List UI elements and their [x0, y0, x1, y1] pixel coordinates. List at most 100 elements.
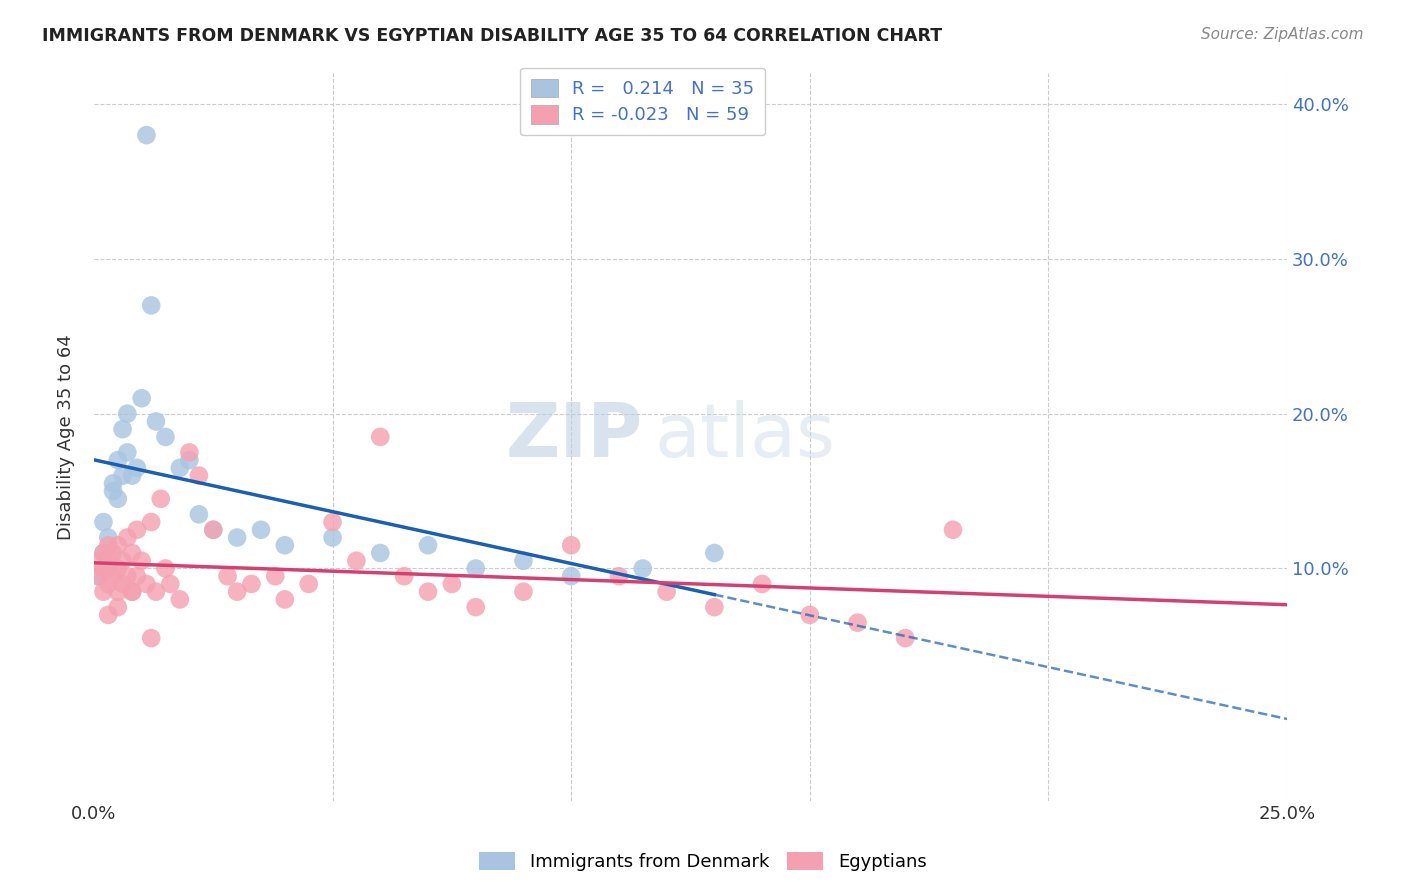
Point — [179, 445, 201, 459]
Point — [942, 523, 965, 537]
Point — [135, 128, 157, 142]
Point — [101, 546, 124, 560]
Point — [703, 546, 725, 560]
Point — [169, 461, 191, 475]
Point — [107, 584, 129, 599]
Point — [226, 584, 249, 599]
Point — [703, 600, 725, 615]
Point — [117, 445, 139, 459]
Point — [111, 577, 134, 591]
Point — [240, 577, 263, 591]
Point — [97, 531, 120, 545]
Point — [121, 584, 143, 599]
Point — [131, 391, 153, 405]
Point — [169, 592, 191, 607]
Point — [93, 515, 115, 529]
Point — [631, 561, 654, 575]
Text: Source: ZipAtlas.com: Source: ZipAtlas.com — [1201, 27, 1364, 42]
Point — [131, 554, 153, 568]
Point — [464, 600, 486, 615]
Point — [97, 607, 120, 622]
Point — [202, 523, 225, 537]
Point — [87, 554, 110, 568]
Point — [93, 546, 115, 560]
Y-axis label: Disability Age 35 to 64: Disability Age 35 to 64 — [58, 334, 75, 540]
Point — [512, 554, 534, 568]
Point — [298, 577, 321, 591]
Point — [97, 561, 120, 575]
Point — [125, 523, 148, 537]
Point — [187, 468, 209, 483]
Point — [655, 584, 678, 599]
Point — [322, 515, 344, 529]
Point — [894, 631, 917, 645]
Point — [121, 468, 143, 483]
Point — [97, 538, 120, 552]
Text: atlas: atlas — [655, 401, 835, 474]
Point — [107, 491, 129, 506]
Point — [416, 584, 439, 599]
Point — [440, 577, 463, 591]
Point — [202, 523, 225, 537]
Point — [217, 569, 239, 583]
Point — [117, 407, 139, 421]
Point — [416, 538, 439, 552]
Point — [135, 577, 157, 591]
Text: IMMIGRANTS FROM DENMARK VS EGYPTIAN DISABILITY AGE 35 TO 64 CORRELATION CHART: IMMIGRANTS FROM DENMARK VS EGYPTIAN DISA… — [42, 27, 942, 45]
Point — [87, 569, 110, 583]
Point — [111, 422, 134, 436]
Point — [607, 569, 630, 583]
Point — [264, 569, 287, 583]
Point — [846, 615, 869, 630]
Point — [107, 600, 129, 615]
Point — [93, 584, 115, 599]
Point — [87, 569, 110, 583]
Point — [97, 577, 120, 591]
Point — [93, 546, 115, 560]
Point — [141, 298, 163, 312]
Point — [125, 461, 148, 475]
Point — [107, 453, 129, 467]
Point — [368, 546, 391, 560]
Point — [121, 546, 143, 560]
Point — [141, 515, 163, 529]
Point — [101, 476, 124, 491]
Point — [560, 569, 582, 583]
Point — [512, 584, 534, 599]
Point — [179, 453, 201, 467]
Point — [145, 584, 167, 599]
Point — [799, 607, 821, 622]
Point — [107, 538, 129, 552]
Point — [560, 538, 582, 552]
Point — [464, 561, 486, 575]
Point — [155, 430, 177, 444]
Point — [93, 561, 115, 575]
Point — [145, 414, 167, 428]
Point — [111, 468, 134, 483]
Point — [226, 531, 249, 545]
Point — [101, 484, 124, 499]
Point — [274, 538, 297, 552]
Point — [368, 430, 391, 444]
Text: ZIP: ZIP — [506, 401, 643, 474]
Point — [274, 592, 297, 607]
Point — [322, 531, 344, 545]
Point — [141, 631, 163, 645]
Point — [187, 508, 209, 522]
Point — [101, 569, 124, 583]
Legend: Immigrants from Denmark, Egyptians: Immigrants from Denmark, Egyptians — [472, 845, 934, 879]
Point — [751, 577, 773, 591]
Point — [346, 554, 368, 568]
Point — [149, 491, 172, 506]
Point — [159, 577, 181, 591]
Point — [111, 554, 134, 568]
Point — [97, 554, 120, 568]
Point — [125, 569, 148, 583]
Legend: R =   0.214   N = 35, R = -0.023   N = 59: R = 0.214 N = 35, R = -0.023 N = 59 — [520, 68, 765, 136]
Point — [392, 569, 415, 583]
Point — [155, 561, 177, 575]
Point — [121, 584, 143, 599]
Point — [250, 523, 273, 537]
Point — [117, 531, 139, 545]
Point — [107, 561, 129, 575]
